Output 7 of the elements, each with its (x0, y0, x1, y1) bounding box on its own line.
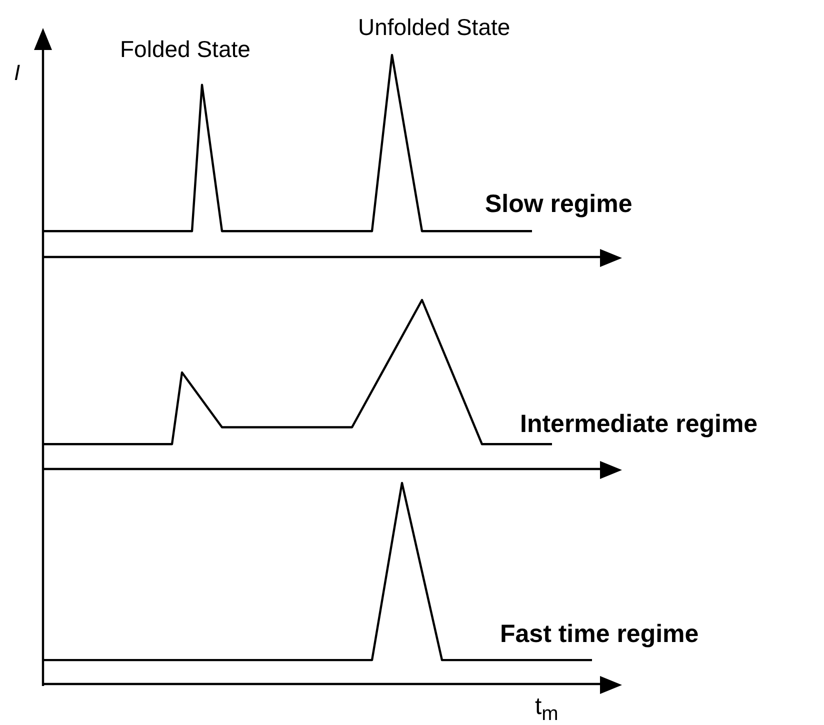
series-label: Slow regime (485, 190, 632, 218)
series-label: Intermediate regime (520, 410, 758, 438)
series-label: Fast time regime (500, 620, 699, 648)
text: Unfolded State (358, 14, 510, 40)
annotation: Folded State (120, 36, 250, 62)
y-axis-title: I (14, 60, 20, 85)
x-axis-title: t$_{m}$ (535, 693, 558, 725)
